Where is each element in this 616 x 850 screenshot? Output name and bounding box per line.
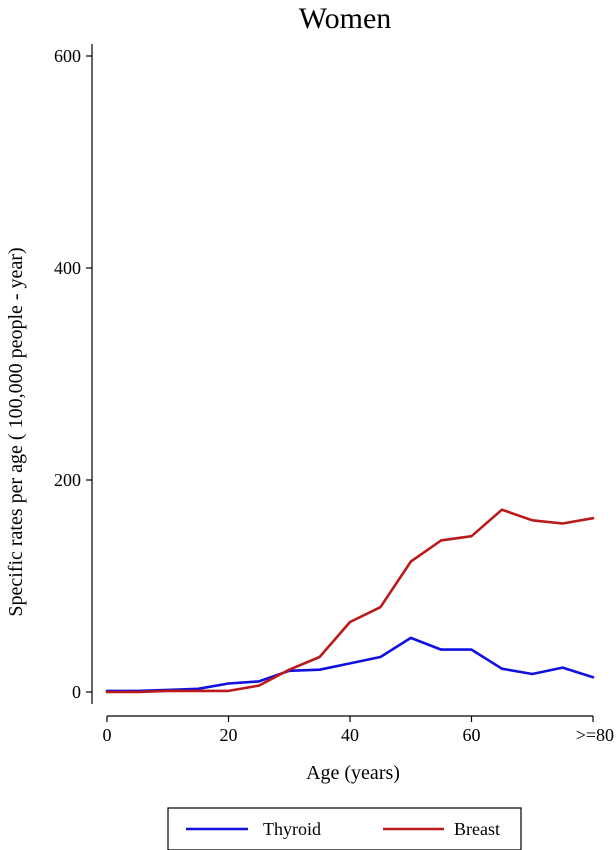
x-ticks: 0 20 40 60 >=80 [103,716,614,745]
y-tick-label: 600 [54,46,81,66]
x-tick-label: 60 [463,725,481,745]
y-axis-label: Specific rates per age ( 100,000 people … [5,247,27,616]
legend-label-breast: Breast [454,819,500,839]
y-tick-label: 400 [54,258,81,278]
series-group [105,508,595,694]
chart-title: Women [299,2,392,35]
y-tick-label: 200 [54,470,81,490]
x-tick-label: 0 [103,725,112,745]
x-tick-label: 20 [220,725,238,745]
y-tick-label: 0 [72,682,81,702]
legend-label-thyroid: Thyroid [263,819,321,839]
series-line-thyroid [105,636,595,693]
x-axis-label: Age (years) [306,762,400,784]
y-ticks: 0 200 400 600 [54,46,92,702]
legend: Thyroid Breast [167,807,522,850]
x-tick-label: 40 [341,725,359,745]
x-tick-label: >=80 [576,725,614,745]
series-line-breast [105,508,595,694]
